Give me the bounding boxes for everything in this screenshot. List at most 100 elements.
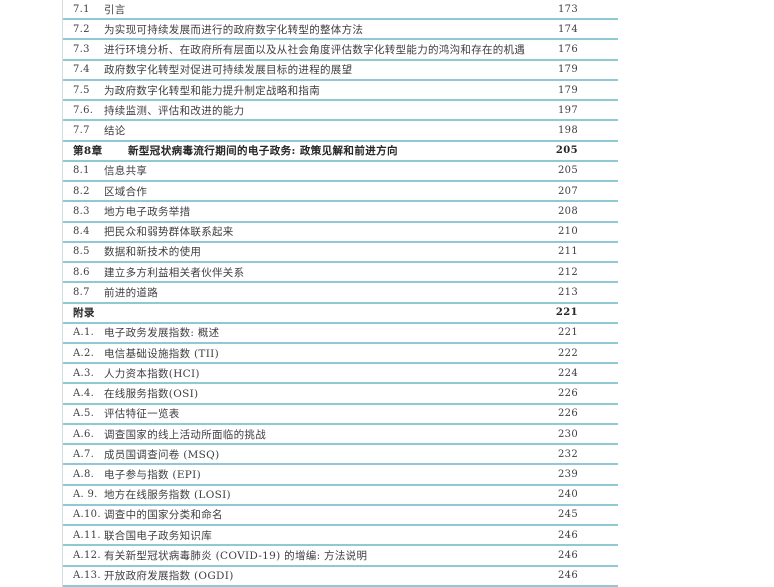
toc-entry-number: A.3.: [73, 367, 95, 379]
toc-entry-number: 8.4: [73, 226, 90, 238]
toc-entry-page: 230: [558, 428, 578, 440]
table-of-contents: 7.1 引言 173 7.2 为实现可持续发展而进行的政府数字化转型的整体方法 174 7.…: [62, 0, 618, 587]
toc-row: A.8. 电子参与指数 (EPI) 239: [63, 465, 618, 486]
toc-row: A.7. 成员国调查问卷 (MSQ) 232: [63, 445, 618, 466]
toc-entry-number: A.6.: [73, 428, 95, 440]
toc-entry-page: 221: [558, 327, 578, 339]
toc-row: 8.5 数据和新技术的使用 211: [63, 243, 618, 264]
toc-entry-page: 232: [558, 448, 578, 460]
toc-entry-title: 调查国家的线上活动所面临的挑战: [104, 428, 266, 441]
toc-row: 附录 221: [63, 304, 618, 324]
toc-row: A.12. 有关新型冠状病毒肺炎 (COVID-19) 的增编: 方法说明 246: [63, 546, 618, 567]
toc-entry-title: 为政府数字化转型和能力提升制定战略和指南: [104, 84, 320, 97]
toc-entry-title: 数据和新技术的使用: [104, 246, 202, 259]
toc-entry-title: 联合国电子政务知识库: [104, 529, 212, 542]
toc-entry-number: A.12.: [73, 549, 101, 561]
toc-entry-title: 地方在线服务指数 (LOSI): [104, 489, 231, 502]
toc-entry-page: 173: [558, 3, 578, 15]
toc-row: 8.1 信息共享 205: [63, 162, 618, 183]
toc-row: 7.2 为实现可持续发展而进行的政府数字化转型的整体方法 174: [63, 20, 618, 41]
toc-entry-page: 176: [558, 44, 578, 56]
toc-entry-page: 207: [558, 185, 578, 197]
toc-row: A.3. 人力资本指数(HCI) 224: [63, 364, 618, 385]
toc-entry-number: 7.1: [73, 3, 90, 15]
toc-entry-number: 7.2: [73, 23, 90, 35]
toc-row: 7.3 进行环境分析、在政府所有层面以及从社会角度评估数字化转型能力的鸿沟和存在的…: [63, 40, 618, 61]
toc-entry-title: 信息共享: [104, 165, 148, 178]
toc-entry-title: 电信基础设施指数 (TII): [104, 347, 220, 360]
toc-entry-page: 198: [558, 125, 578, 137]
toc-entry-number: 8.2: [73, 185, 90, 197]
toc-entry-number: A.11.: [73, 529, 101, 541]
toc-entry-title: 建立多方利益相关者伙伴关系: [104, 266, 245, 279]
toc-entry-page: 211: [558, 246, 578, 258]
toc-row: A.1. 电子政务发展指数: 概述 221: [63, 324, 618, 344]
toc-entry-number: 7.4: [73, 64, 90, 76]
toc-row: A. 9. 地方在线服务指数 (LOSI) 240: [63, 486, 618, 506]
toc-entry-number: 7.5: [73, 84, 90, 96]
toc-entry-page: 208: [558, 205, 578, 217]
toc-row: 8.2 区域合作 207: [63, 182, 618, 203]
toc-entry-title: 成员国调查问卷 (MSQ): [104, 448, 220, 461]
toc-entry-title: 引言: [104, 3, 126, 16]
toc-entry-page: 174: [558, 23, 578, 35]
toc-entry-page: 179: [558, 64, 578, 76]
toc-entry-page: 213: [558, 286, 578, 298]
toc-entry-number: A.13.: [73, 570, 101, 582]
toc-entry-title: 结论: [104, 125, 126, 138]
toc-entry-title: 评估特征一览表: [104, 408, 180, 421]
toc-entry-number: A. 9.: [73, 489, 98, 501]
toc-entry-title: 前进的道路: [104, 286, 158, 299]
toc-entry-number: A.1.: [73, 327, 95, 339]
toc-row: A.2. 电信基础设施指数 (TII) 222: [63, 344, 618, 365]
toc-entry-number: A.8.: [73, 469, 95, 480]
toc-entry-page: 239: [558, 469, 578, 480]
toc-entry-number: 8.6: [73, 266, 90, 278]
toc-entry-page: 212: [558, 266, 578, 278]
toc-row: 7.7 结论 198: [63, 121, 618, 142]
toc-row: A.10. 调查中的国家分类和命名 245: [63, 506, 618, 527]
toc-row: 7.4 政府数字化转型对促进可持续发展目标的进程的展望 179: [63, 61, 618, 81]
toc-entry-number: 8.5: [73, 246, 90, 258]
toc-entry-title: 人力资本指数(HCI): [104, 367, 200, 380]
toc-entry-title: 电子参与指数 (EPI): [104, 469, 202, 481]
toc-entry-page: 226: [558, 408, 578, 420]
toc-row: 8.3 地方电子政务举措 208: [63, 202, 618, 223]
toc-entry-page: 226: [558, 388, 578, 400]
toc-entry-page: 246: [558, 570, 578, 582]
toc-entry-title: 电子政务发展指数: 概述: [104, 327, 220, 340]
toc-entry-number: 7.7: [73, 125, 90, 137]
toc-row: A.13. 开放政府发展指数 (OGDI) 246: [63, 567, 618, 587]
toc-entry-number: 第8章: [73, 145, 103, 158]
toc-entry-title: 新型冠状病毒流行期间的电子政务: 政策见解和前进方向: [128, 145, 398, 158]
toc-entry-number: A.7.: [73, 448, 95, 460]
toc-row: 第8章 新型冠状病毒流行期间的电子政务: 政策见解和前进方向 205: [63, 142, 618, 162]
toc-entry-title: 开放政府发展指数 (OGDI): [104, 570, 234, 583]
toc-entry-number: 8.1: [73, 165, 90, 177]
toc-row: 7.6. 持续监测、评估和改进的能力 197: [63, 101, 618, 122]
toc-entry-page: 210: [558, 226, 578, 238]
toc-entry-number: 8.3: [73, 205, 90, 217]
toc-entry-title: 持续监测、评估和改进的能力: [104, 104, 245, 117]
toc-entry-title: 把民众和弱势群体联系起来: [104, 226, 234, 239]
toc-entry-page: 221: [555, 307, 578, 319]
toc-entry-title: 政府数字化转型对促进可持续发展目标的进程的展望: [104, 64, 353, 77]
toc-entry-title: 有关新型冠状病毒肺炎 (COVID-19) 的增编: 方法说明: [104, 549, 368, 562]
toc-entry-page: 246: [558, 549, 578, 561]
toc-entry-page: 240: [558, 489, 578, 501]
toc-entry-number: A.10.: [73, 509, 101, 521]
toc-entry-number: A.2.: [73, 347, 95, 359]
toc-row: 7.1 引言 173: [63, 0, 618, 21]
toc-entry-number: A.4.: [73, 388, 95, 400]
toc-entry-page: 205: [558, 165, 578, 177]
toc-entry-title: 在线服务指数(OSI): [104, 388, 199, 401]
toc-row: A.5. 评估特征一览表 226: [63, 405, 618, 425]
toc-entry-number: 7.3: [73, 44, 90, 56]
toc-entry-title: 地方电子政务举措: [104, 205, 191, 218]
toc-entry-number: 8.7: [73, 286, 90, 298]
toc-entry-title: 区域合作: [104, 185, 148, 198]
toc-entry-title: 调查中的国家分类和命名: [104, 509, 223, 522]
toc-entry-number: 7.6.: [73, 104, 94, 116]
toc-row: A.4. 在线服务指数(OSI) 226: [63, 384, 618, 405]
toc-entry-page: 224: [558, 367, 578, 379]
